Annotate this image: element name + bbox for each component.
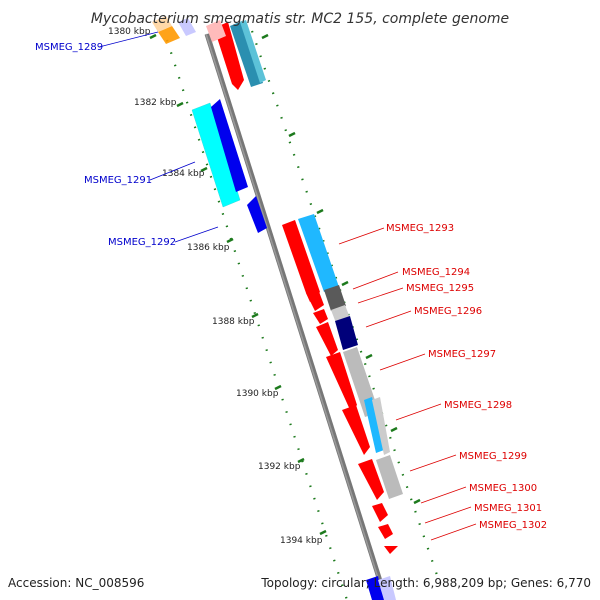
gene-block-sky [364,397,384,453]
callout-line [395,403,442,421]
gene-label-msmeg-1293[interactable]: MSMEG_1293 [386,223,454,234]
gene-block-cyan [191,102,241,208]
gene-label-msmeg-1292[interactable]: MSMEG_1292 [108,237,176,248]
topology-text: Topology: circular; Length: 6,988,209 bp… [260,576,591,590]
gene-arrow-red [342,405,370,455]
backbone [204,33,389,600]
gene-block-pale-blue [378,576,396,600]
callout-line [338,227,385,245]
inner-dotted-ring [250,30,440,579]
callout-line [420,486,467,504]
gene-block-light-grey [372,397,390,455]
gene-arrow-red [372,503,388,522]
gene-label-msmeg-1297[interactable]: MSMEG_1297 [428,349,496,360]
tick-label-1392: 1392 kbp [258,462,301,472]
tick-mark-1384 [200,166,208,173]
callout-lines [98,31,477,541]
tick-label-1380: 1380 kbp [108,27,151,37]
gene-block-navy [335,316,358,350]
tick-label-1390: 1390 kbp [236,389,279,399]
callout-line [149,161,196,181]
gene-block-orange [158,26,180,44]
inner-tick-mark [365,353,373,360]
gene-block-sky [298,214,339,292]
accession-text: Accession: NC_008596 [8,576,144,590]
gene-block-light-grey [376,455,403,499]
callout-line [430,523,477,541]
gene-block-teal-light [240,20,266,83]
reverse-genes [206,20,403,600]
callout-line [409,454,457,472]
gene-block-pale-red [206,20,226,42]
scale-ticks: 1380 kbp 1382 kbp 1384 kbp 1386 kbp 1388… [108,27,421,546]
gene-arrow-blue [211,99,248,192]
callout-line [424,506,472,524]
gene-label-msmeg-1299[interactable]: MSMEG_1299 [459,451,527,462]
gene-label-msmeg-1301[interactable]: MSMEG_1301 [474,503,542,514]
gene-arrow-blue [247,196,267,233]
gene-label-msmeg-1300[interactable]: MSMEG_1300 [469,483,537,494]
tick-mark-1390 [274,384,282,391]
gene-arrow-red [282,220,320,302]
forward-genes [152,16,267,233]
callout-line [352,271,399,290]
gene-label-msmeg-1294[interactable]: MSMEG_1294 [402,267,470,278]
gene-arrow-red [378,524,393,539]
backbone-highlight [205,33,386,600]
inner-tick-mark [413,498,421,505]
gene-label-msmeg-1289[interactable]: MSMEG_1289 [35,42,103,53]
gene-label-msmeg-1298[interactable]: MSMEG_1298 [444,400,512,411]
inner-tick-mark [390,426,398,433]
tick-label-1388: 1388 kbp [212,317,255,327]
gene-arrow-red [313,309,328,324]
callout-line [174,226,219,243]
gene-label-msmeg-1295[interactable]: MSMEG_1295 [406,283,474,294]
inner-tick-mark [288,131,296,138]
tick-label-1386: 1386 kbp [187,243,230,253]
inner-tick-mark [261,33,269,40]
gene-arrow-red [316,322,338,356]
tick-label-1382: 1382 kbp [134,98,177,108]
gene-label-msmeg-1291[interactable]: MSMEG_1291 [84,175,152,186]
gene-arrow-red [358,459,384,500]
gene-arrow-red [384,546,398,554]
tick-mark-1386 [226,237,234,244]
gene-block-dark-grey [324,285,346,311]
dotted-rings [165,30,440,600]
forward-gene-labels: MSMEG_1289 MSMEG_1291 MSMEG_1292 [35,42,176,248]
inner-tick-mark [341,280,349,287]
tick-label-1384: 1384 kbp [162,169,205,179]
tick-label-1394: 1394 kbp [280,536,323,546]
gene-arrow-red [326,352,357,412]
gene-block-pale-orange [152,16,172,32]
gene-block-teal [230,21,263,87]
tick-mark-1394 [319,529,327,536]
gene-arrow-red [214,22,244,90]
callout-line [357,287,404,304]
tick-mark-1382 [176,101,184,108]
tick-mark-1392 [297,457,305,464]
callout-line [365,310,412,328]
gene-arrow-red [306,289,324,311]
callout-line [98,31,159,48]
tick-mark-1388 [251,312,259,319]
reverse-gene-labels: MSMEG_1293 MSMEG_1294 MSMEG_1295 MSMEG_1… [386,223,547,531]
map-title: Mycobacterium smegmatis str. MC2 155, co… [91,11,509,27]
callout-line [379,353,426,371]
gene-label-msmeg-1302[interactable]: MSMEG_1302 [479,520,547,531]
backbone-line [204,33,389,600]
inner-tick-mark [316,208,324,215]
gene-block-pale-blue [178,18,196,36]
gene-label-msmeg-1296[interactable]: MSMEG_1296 [414,306,482,317]
tick-mark-1380 [149,33,157,40]
